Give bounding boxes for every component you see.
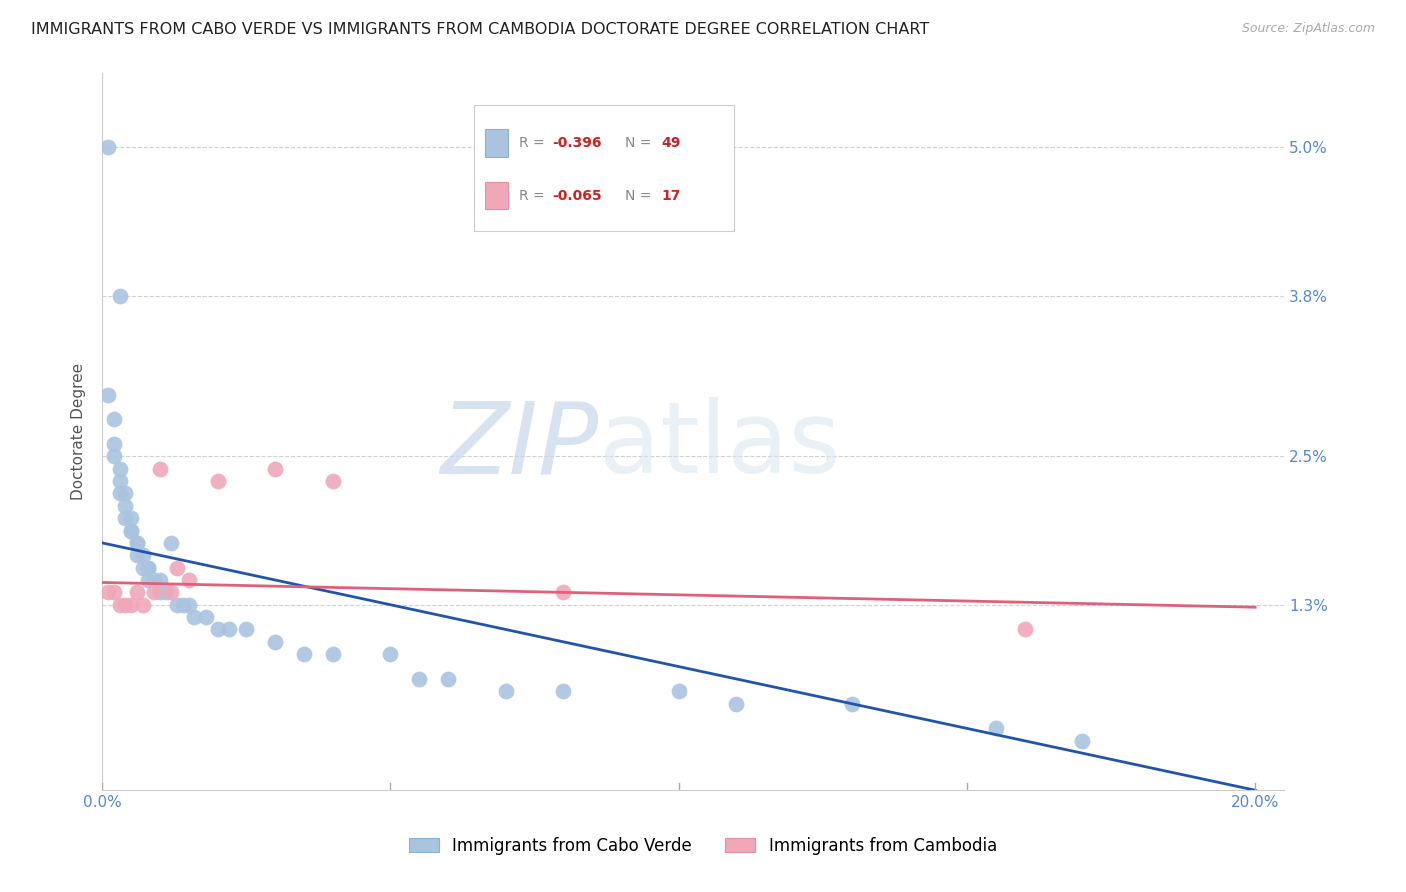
Point: [103, 412, 125, 426]
Point: [149, 461, 172, 475]
Point: [166, 598, 188, 612]
Point: [108, 288, 131, 302]
Point: [120, 524, 142, 538]
Text: atlas: atlas: [599, 398, 841, 494]
Point: [183, 610, 205, 624]
Point: [143, 573, 166, 587]
Point: [194, 610, 217, 624]
Point: [380, 647, 402, 661]
Text: Source: ZipAtlas.com: Source: ZipAtlas.com: [1241, 22, 1375, 36]
Point: [143, 585, 166, 599]
Point: [322, 474, 344, 488]
Point: [97, 387, 120, 401]
Point: [437, 672, 460, 686]
Point: [97, 585, 120, 599]
Point: [553, 585, 575, 599]
Point: [207, 623, 229, 637]
Point: [114, 499, 136, 513]
Point: [120, 598, 142, 612]
Point: [166, 560, 188, 574]
Point: [114, 511, 136, 525]
Point: [97, 140, 120, 154]
Point: [136, 573, 159, 587]
Point: [103, 585, 125, 599]
Point: [103, 437, 125, 451]
Point: [207, 474, 229, 488]
Point: [264, 635, 287, 649]
Point: [120, 524, 142, 538]
Point: [108, 598, 131, 612]
Point: [1014, 623, 1036, 637]
Point: [984, 722, 1007, 736]
Point: [114, 486, 136, 500]
Point: [125, 536, 148, 550]
Text: IMMIGRANTS FROM CABO VERDE VS IMMIGRANTS FROM CAMBODIA DOCTORATE DEGREE CORRELAT: IMMIGRANTS FROM CABO VERDE VS IMMIGRANTS…: [31, 22, 929, 37]
Point: [120, 511, 142, 525]
Point: [177, 598, 200, 612]
Point: [114, 598, 136, 612]
Point: [125, 585, 148, 599]
Point: [136, 560, 159, 574]
Point: [108, 486, 131, 500]
Y-axis label: Doctorate Degree: Doctorate Degree: [72, 363, 86, 500]
Point: [136, 560, 159, 574]
Point: [841, 697, 863, 711]
Point: [160, 536, 183, 550]
Point: [495, 684, 517, 698]
Point: [1071, 733, 1094, 747]
Point: [103, 450, 125, 464]
Point: [264, 461, 287, 475]
Point: [131, 549, 153, 563]
Point: [108, 474, 131, 488]
Point: [668, 684, 690, 698]
Point: [149, 573, 172, 587]
Legend: Immigrants from Cabo Verde, Immigrants from Cambodia: Immigrants from Cabo Verde, Immigrants f…: [402, 830, 1004, 862]
Point: [125, 536, 148, 550]
Point: [177, 573, 200, 587]
Point: [149, 585, 172, 599]
Point: [292, 647, 315, 661]
Point: [160, 585, 183, 599]
Point: [155, 585, 177, 599]
Point: [131, 598, 153, 612]
Point: [553, 684, 575, 698]
Point: [322, 647, 344, 661]
Point: [235, 623, 257, 637]
Text: ZIP: ZIP: [440, 398, 599, 494]
Point: [725, 697, 748, 711]
Point: [172, 598, 194, 612]
Point: [218, 623, 240, 637]
Point: [125, 549, 148, 563]
Point: [131, 560, 153, 574]
Point: [408, 672, 430, 686]
Point: [108, 461, 131, 475]
